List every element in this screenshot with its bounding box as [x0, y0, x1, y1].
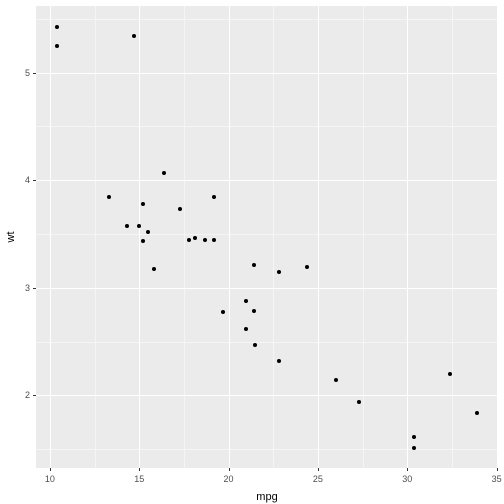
gridline: [36, 288, 498, 289]
data-point: [146, 230, 150, 234]
x-tick-label: 15: [134, 474, 144, 484]
x-tick-label: 25: [313, 474, 323, 484]
y-tick-label: 4: [0, 175, 30, 185]
data-point: [475, 411, 479, 415]
data-point: [187, 238, 191, 242]
data-point: [152, 267, 156, 271]
x-tick-mark: [318, 468, 319, 471]
data-point: [252, 309, 256, 313]
data-point: [277, 270, 281, 274]
data-point: [55, 44, 59, 48]
data-point: [357, 400, 361, 404]
gridline: [95, 6, 96, 468]
data-point: [212, 238, 216, 242]
plot-panel: [36, 6, 498, 468]
y-tick-mark: [33, 288, 36, 289]
data-point: [162, 171, 166, 175]
y-axis-title: wt: [5, 232, 17, 243]
y-tick-mark: [33, 395, 36, 396]
gridline: [229, 6, 230, 468]
gridline: [139, 6, 140, 468]
data-point: [252, 263, 256, 267]
scatter-chart: mpg wt 10 15 20 25 30 35 2 3 4 5: [0, 0, 504, 504]
data-point: [448, 372, 452, 376]
x-tick-label: 10: [45, 474, 55, 484]
data-point: [141, 239, 145, 243]
gridline: [36, 342, 498, 343]
data-point: [203, 238, 207, 242]
x-tick-label: 20: [224, 474, 234, 484]
gridline: [184, 6, 185, 468]
gridline: [36, 19, 498, 20]
x-tick-mark: [50, 468, 51, 471]
data-point: [178, 207, 182, 211]
data-point: [244, 327, 248, 331]
gridline: [36, 126, 498, 127]
x-tick-mark: [229, 468, 230, 471]
data-point: [55, 25, 59, 29]
data-point: [221, 310, 225, 314]
panel-background: [36, 6, 498, 468]
data-point: [334, 378, 338, 382]
data-point: [132, 34, 136, 38]
gridline: [497, 6, 498, 468]
y-tick-label: 2: [0, 390, 30, 400]
data-point: [277, 359, 281, 363]
data-point: [244, 299, 248, 303]
gridline: [36, 180, 498, 181]
data-point: [305, 265, 309, 269]
y-tick-label: 5: [0, 68, 30, 78]
data-point: [412, 446, 416, 450]
x-tick-mark: [407, 468, 408, 471]
x-tick-label: 30: [402, 474, 412, 484]
data-point: [137, 224, 141, 228]
x-tick-mark: [139, 468, 140, 471]
gridline: [36, 73, 498, 74]
x-axis-title: mpg: [256, 491, 277, 503]
gridline: [452, 6, 453, 468]
data-point: [412, 435, 416, 439]
gridline: [318, 6, 319, 468]
gridline: [407, 6, 408, 468]
gridline: [36, 234, 498, 235]
y-tick-mark: [33, 73, 36, 74]
data-point: [193, 236, 197, 240]
data-point: [125, 224, 129, 228]
y-tick-mark: [33, 180, 36, 181]
gridline: [273, 6, 274, 468]
data-point: [141, 202, 145, 206]
data-point: [107, 195, 111, 199]
data-point: [253, 343, 257, 347]
x-tick-label: 35: [492, 474, 502, 484]
gridline: [363, 6, 364, 468]
gridline: [50, 6, 51, 468]
y-tick-label: 3: [0, 283, 30, 293]
gridline: [36, 395, 498, 396]
data-point: [212, 195, 216, 199]
x-tick-mark: [497, 468, 498, 471]
gridline: [36, 449, 498, 450]
